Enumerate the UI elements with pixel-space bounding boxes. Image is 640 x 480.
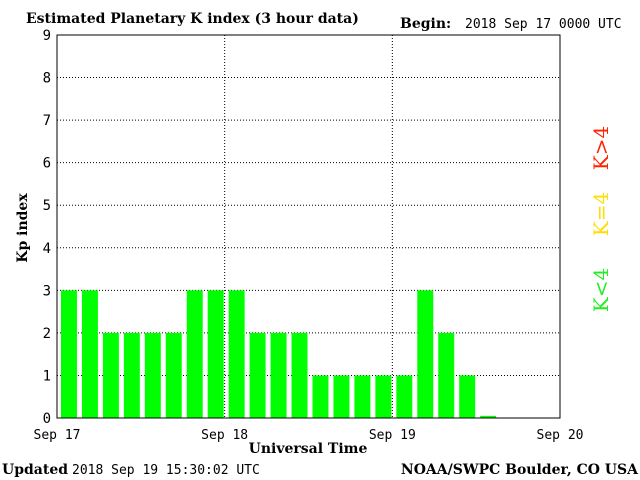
legend-high: K>4 bbox=[589, 126, 613, 170]
y-tick-label: 9 bbox=[43, 28, 51, 44]
bars-group bbox=[61, 290, 497, 418]
kp-bar bbox=[207, 290, 224, 418]
x-tick-label: Sep 17 bbox=[34, 428, 81, 443]
x-axis-label: Universal Time bbox=[249, 441, 368, 457]
kp-bar bbox=[61, 290, 77, 418]
kp-bar bbox=[228, 290, 245, 418]
kp-bar bbox=[354, 375, 371, 418]
y-tick-label: 3 bbox=[43, 283, 51, 299]
kp-bar bbox=[165, 332, 182, 418]
updated-label: Updated bbox=[2, 462, 68, 478]
y-tick-label: 1 bbox=[43, 368, 51, 384]
y-tick-label: 4 bbox=[43, 241, 51, 257]
y-tick-label: 6 bbox=[43, 156, 51, 172]
chart-title: Estimated Planetary K index (3 hour data… bbox=[26, 11, 359, 27]
x-tick-label: Sep 19 bbox=[369, 428, 416, 443]
kp-bar bbox=[81, 290, 98, 418]
kp-bar bbox=[480, 415, 497, 418]
source-credit: NOAA/SWPC Boulder, CO USA bbox=[401, 462, 639, 478]
kp-bar bbox=[396, 375, 413, 418]
y-axis-label: Kp index bbox=[15, 193, 31, 263]
begin-label: Begin: bbox=[400, 16, 451, 32]
y-tick-label: 2 bbox=[43, 326, 51, 342]
kp-bar bbox=[417, 290, 434, 418]
y-tick-label: 7 bbox=[43, 113, 51, 129]
kp-bar bbox=[459, 375, 476, 418]
y-tick-label: 5 bbox=[43, 198, 51, 214]
y-tick-label: 8 bbox=[43, 71, 51, 87]
kp-bar bbox=[333, 375, 350, 418]
x-tick-label: Sep 18 bbox=[201, 428, 248, 443]
kp-bar bbox=[438, 332, 455, 418]
begin-value: 2018 Sep 17 0000 UTC bbox=[465, 17, 622, 32]
kp-bar bbox=[123, 332, 140, 418]
kp-bar bbox=[291, 332, 308, 418]
kp-bar bbox=[270, 332, 287, 418]
x-tick-labels: Sep 17 Sep 18 Sep 19 Sep 20 bbox=[34, 428, 584, 443]
legend-low: K<4 bbox=[589, 268, 613, 312]
kp-bar bbox=[375, 375, 392, 418]
grid-lines bbox=[57, 35, 560, 418]
y-tick-labels: 0 1 2 3 4 5 6 7 8 9 bbox=[43, 28, 51, 427]
kp-bar bbox=[144, 332, 161, 418]
legend-mid: K=4 bbox=[589, 192, 613, 236]
kp-bar bbox=[249, 332, 266, 418]
kp-bar bbox=[186, 290, 203, 418]
y-tick-label: 0 bbox=[43, 411, 51, 427]
plot-frame bbox=[56, 34, 561, 419]
kp-bar bbox=[312, 375, 329, 418]
kp-bar bbox=[102, 332, 119, 418]
x-tick-label: Sep 20 bbox=[537, 428, 584, 443]
updated-value: 2018 Sep 19 15:30:02 UTC bbox=[72, 463, 260, 478]
